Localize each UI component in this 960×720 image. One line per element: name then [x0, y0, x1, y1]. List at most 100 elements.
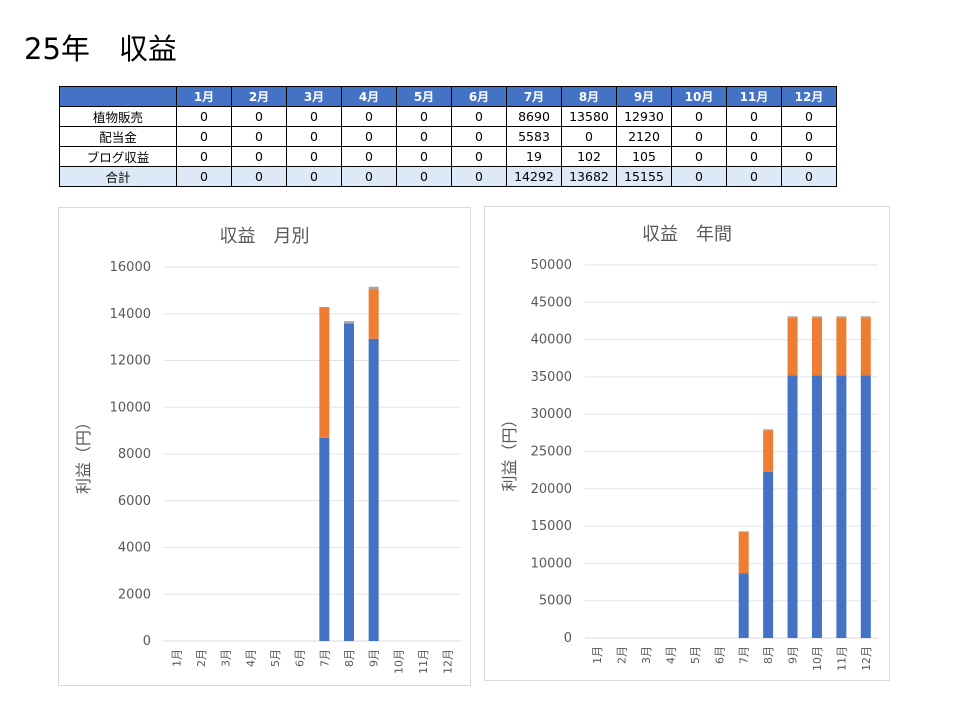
table-cell: 0 [231, 126, 287, 147]
bar-segment [836, 317, 847, 376]
table-cell: 13580 [561, 106, 617, 127]
x-tick-label: 3月 [220, 649, 233, 667]
y-tick-label: 6000 [118, 494, 151, 509]
table-cell: 0 [341, 106, 397, 127]
table-cell: 0 [726, 166, 782, 187]
table-header-cell: 9月 [616, 86, 672, 107]
table-cell: 0 [781, 126, 837, 147]
table-cell: 0 [176, 126, 232, 147]
bar-segment [787, 316, 798, 318]
table-cell: 0 [286, 166, 342, 187]
y-tick-label: 12000 [110, 354, 151, 369]
x-tick-label: 5月 [689, 646, 702, 664]
table-header-cell: 2月 [231, 86, 287, 107]
table-cell: 19 [506, 146, 562, 167]
bar-segment [811, 317, 822, 376]
table-cell: 0 [451, 166, 507, 187]
x-tick-label: 8月 [762, 646, 775, 664]
table-cell: 0 [396, 146, 452, 167]
bar-segment [319, 437, 330, 641]
table-row: 合計 0 0 0 0 0 0 14292 13682 15155 0 0 0 [59, 166, 837, 187]
y-tick-label: 35000 [531, 370, 572, 385]
table-cell: 0 [726, 126, 782, 147]
table-cell: 8690 [506, 106, 562, 127]
bar-segment [811, 316, 822, 318]
x-tick-label: 10月 [811, 646, 824, 671]
x-tick-label: 1月 [591, 646, 604, 664]
table-cell: 0 [396, 126, 452, 147]
x-tick-label: 5月 [269, 649, 282, 667]
bar-segment [787, 375, 798, 638]
bar-segment [763, 430, 774, 472]
x-tick-label: 8月 [343, 649, 356, 667]
table-row: 植物販売 0 0 0 0 0 0 8690 13580 12930 0 0 0 [59, 106, 837, 127]
bar-segment [738, 573, 749, 638]
table-cell: 0 [176, 166, 232, 187]
y-tick-label: 8000 [118, 447, 151, 462]
x-tick-label: 11月 [417, 649, 430, 674]
y-tick-label: 0 [564, 631, 572, 646]
y-tick-label: 40000 [531, 333, 572, 348]
table-row: ブログ収益 0 0 0 0 0 0 19 102 105 0 0 0 [59, 146, 837, 167]
table-cell: 0 [231, 166, 287, 187]
y-tick-label: 30000 [531, 407, 572, 422]
table-cell: 0 [451, 126, 507, 147]
bar-segment [860, 316, 871, 318]
bar-segment [344, 323, 354, 641]
x-tick-label: 7月 [738, 646, 751, 664]
x-tick-label: 9月 [787, 646, 800, 664]
x-tick-label: 2月 [616, 646, 629, 664]
table-cell: 12930 [616, 106, 672, 127]
table-cell: 0 [671, 146, 727, 167]
bar-segment [368, 289, 379, 339]
bar-segment [344, 321, 354, 324]
table-row-label: 植物販売 [59, 106, 177, 127]
table-cell: 0 [341, 166, 397, 187]
table-cell: 0 [396, 106, 452, 127]
table-header-cell: 11月 [726, 86, 782, 107]
table-cell: 0 [231, 146, 287, 167]
x-tick-label: 3月 [640, 646, 653, 664]
table-cell: 0 [286, 146, 342, 167]
table-cell: 0 [341, 146, 397, 167]
monthly-revenue-chart: 収益 月別 0 2000 4000 6000 8000 10000 12000 14000 160… [58, 207, 471, 686]
table-cell: 105 [616, 146, 672, 167]
table-cell: 15155 [616, 166, 672, 187]
y-tick-label: 2000 [118, 587, 151, 602]
bar-segment [319, 306, 330, 308]
page-title: 25年 収益 [24, 32, 177, 66]
table-cell: 0 [451, 146, 507, 167]
table-header-cell: 7月 [506, 86, 562, 107]
y-tick-label: 20000 [531, 482, 572, 497]
table-cell: 0 [781, 146, 837, 167]
table-cell: 0 [781, 106, 837, 127]
table-cell: 0 [176, 106, 232, 127]
x-tick-label: 2月 [195, 649, 208, 667]
y-axis-label: 利益（円） [74, 414, 93, 494]
table-cell: 0 [286, 126, 342, 147]
y-tick-label: 14000 [110, 307, 151, 322]
table-cell: 5583 [506, 126, 562, 147]
monthly-chart-svg: 収益 月別 0 2000 4000 6000 8000 10000 12000 14000 160… [74, 226, 460, 674]
table-header-cell: 8月 [561, 86, 617, 107]
x-tick-label: 6月 [713, 646, 726, 664]
table-cell: 0 [671, 126, 727, 147]
y-axis-label: 利益（円） [500, 411, 519, 491]
x-tick-label: 1月 [170, 649, 183, 667]
table-header-row: 1月 2月 3月 4月 5月 6月 7月 8月 9月 10月 11月 12月 [59, 86, 837, 107]
bar-segment [860, 375, 871, 638]
x-tick-label: 12月 [860, 646, 873, 671]
table-header-cell: 6月 [451, 86, 507, 107]
x-tick-label: 9月 [368, 649, 381, 667]
x-tick-label: 11月 [835, 646, 848, 671]
table-header-cell: 3月 [286, 86, 342, 107]
table-cell: 0 [396, 166, 452, 187]
y-tick-label: 4000 [118, 541, 151, 556]
y-tick-label: 15000 [531, 519, 572, 534]
table-row-label: 配当金 [59, 126, 177, 147]
revenue-table: 1月 2月 3月 4月 5月 6月 7月 8月 9月 10月 11月 12月 植物販売 0 0 0 0 0 0 86… [59, 86, 837, 187]
table-cell: 0 [671, 166, 727, 187]
bar-segment [763, 471, 774, 638]
table-cell: 14292 [506, 166, 562, 187]
bar-segment [787, 317, 798, 376]
